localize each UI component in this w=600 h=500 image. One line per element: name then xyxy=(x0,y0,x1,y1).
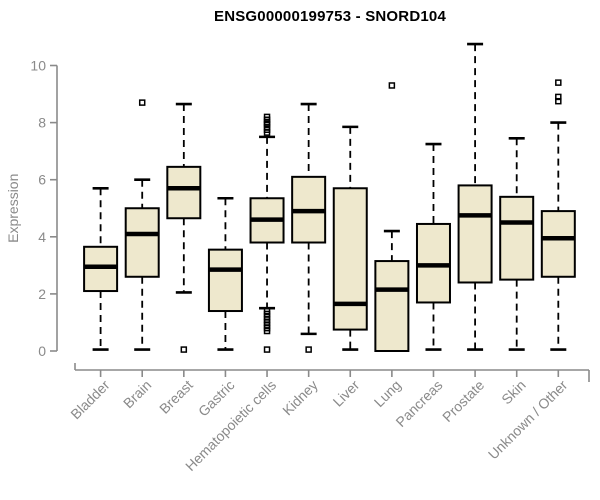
y-tick-label: 2 xyxy=(38,286,46,302)
iqr-box xyxy=(207,248,243,313)
box-prostate xyxy=(457,42,493,351)
box-gastric xyxy=(207,196,243,351)
box-skin xyxy=(499,137,535,351)
iqr-box xyxy=(457,184,493,284)
iqr-box xyxy=(540,210,576,278)
iqr-box xyxy=(332,187,368,331)
box-brain xyxy=(124,99,160,351)
box-kidney xyxy=(291,102,327,353)
iqr-box xyxy=(166,165,202,220)
iqr-box xyxy=(124,207,160,278)
x-tick-label: Breast xyxy=(156,377,196,417)
box-bladder xyxy=(83,186,119,351)
x-tick-label: Liver xyxy=(330,377,363,410)
y-tick-label: 10 xyxy=(30,58,46,74)
outlier-point xyxy=(263,346,271,353)
outlier-point xyxy=(263,327,271,335)
x-tick-label: Prostate xyxy=(439,377,487,425)
y-axis-title: Expression xyxy=(5,174,21,243)
iqr-box xyxy=(499,195,535,281)
outlier-point xyxy=(555,79,562,86)
outlier-point xyxy=(305,346,312,353)
box-breast xyxy=(166,102,202,353)
y-tick-label: 6 xyxy=(38,172,46,188)
x-tick-label: Unknown / Other xyxy=(485,377,571,463)
outlier-point xyxy=(138,99,146,106)
outlier-point xyxy=(180,346,188,353)
x-tick-label: Lung xyxy=(371,377,404,410)
y-tick-label: 4 xyxy=(38,229,46,245)
x-tick-label: Kidney xyxy=(279,377,321,419)
box-pancreas xyxy=(415,142,451,351)
y-tick-label: 8 xyxy=(38,115,46,131)
box-hematopoietic-cells xyxy=(249,113,285,353)
iqr-box xyxy=(374,260,410,353)
x-tick-label: Bladder xyxy=(67,377,113,423)
box-unknown-other xyxy=(540,79,576,351)
x-tick-label: Skin xyxy=(498,377,529,408)
box-lung xyxy=(374,82,410,353)
chart-title: ENSG00000199753 - SNORD104 xyxy=(213,8,446,25)
outlier-point xyxy=(555,97,562,105)
outlier-point xyxy=(388,82,396,89)
x-tick-label: Brain xyxy=(120,377,154,411)
y-tick-label: 0 xyxy=(38,343,46,359)
box-liver xyxy=(332,125,368,351)
outlier-point xyxy=(263,129,271,136)
